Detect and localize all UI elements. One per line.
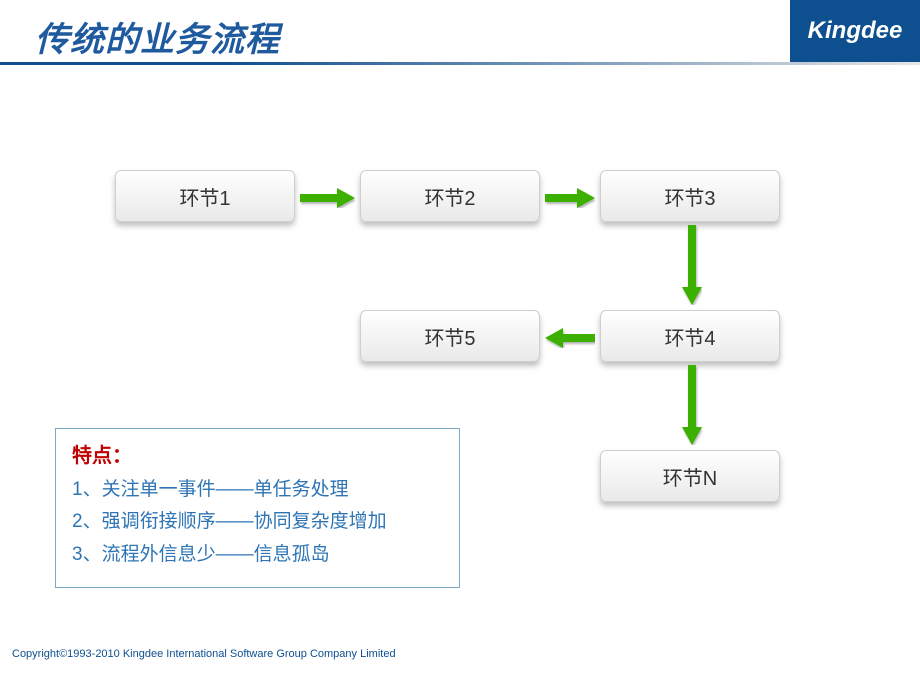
feature-line-1: 1、关注单一事件——单任务处理 bbox=[72, 474, 443, 506]
flow-node-nN: 环节N bbox=[600, 450, 780, 502]
slide: 传统的业务流程 Kingdee 环节1 环节2 环节3 环节5 环节4 环节N bbox=[0, 0, 920, 690]
page-title: 传统的业务流程 bbox=[35, 12, 280, 61]
logo-text: Kingdee bbox=[808, 17, 903, 45]
flow-arrow-n3-n4 bbox=[682, 225, 702, 310]
flow-node-n4: 环节4 bbox=[600, 310, 780, 362]
feature-box: 特点： 1、关注单一事件——单任务处理2、强调衔接顺序——协同复杂度增加3、流程… bbox=[55, 428, 460, 588]
copyright: Copyright©1993-2010 Kingdee Internationa… bbox=[12, 648, 396, 660]
feature-line-2: 2、强调衔接顺序——协同复杂度增加 bbox=[72, 506, 443, 538]
feature-lines: 1、关注单一事件——单任务处理2、强调衔接顺序——协同复杂度增加3、流程外信息少… bbox=[72, 474, 443, 571]
flow-arrow-n1-n2 bbox=[300, 188, 355, 213]
feature-title: 特点： bbox=[72, 439, 443, 468]
flow-node-n2: 环节2 bbox=[360, 170, 540, 222]
title-underline bbox=[0, 62, 920, 65]
flow-arrow-n4-n5 bbox=[545, 328, 595, 353]
flow-arrow-n2-n3 bbox=[545, 188, 595, 213]
feature-line-3: 3、流程外信息少——信息孤岛 bbox=[72, 539, 443, 571]
flow-arrow-n4-nN bbox=[682, 365, 702, 450]
header: 传统的业务流程 Kingdee bbox=[0, 0, 920, 70]
logo-tab: Kingdee bbox=[790, 0, 920, 62]
flow-node-n3: 环节3 bbox=[600, 170, 780, 222]
flow-node-n1: 环节1 bbox=[115, 170, 295, 222]
flow-node-n5: 环节5 bbox=[360, 310, 540, 362]
